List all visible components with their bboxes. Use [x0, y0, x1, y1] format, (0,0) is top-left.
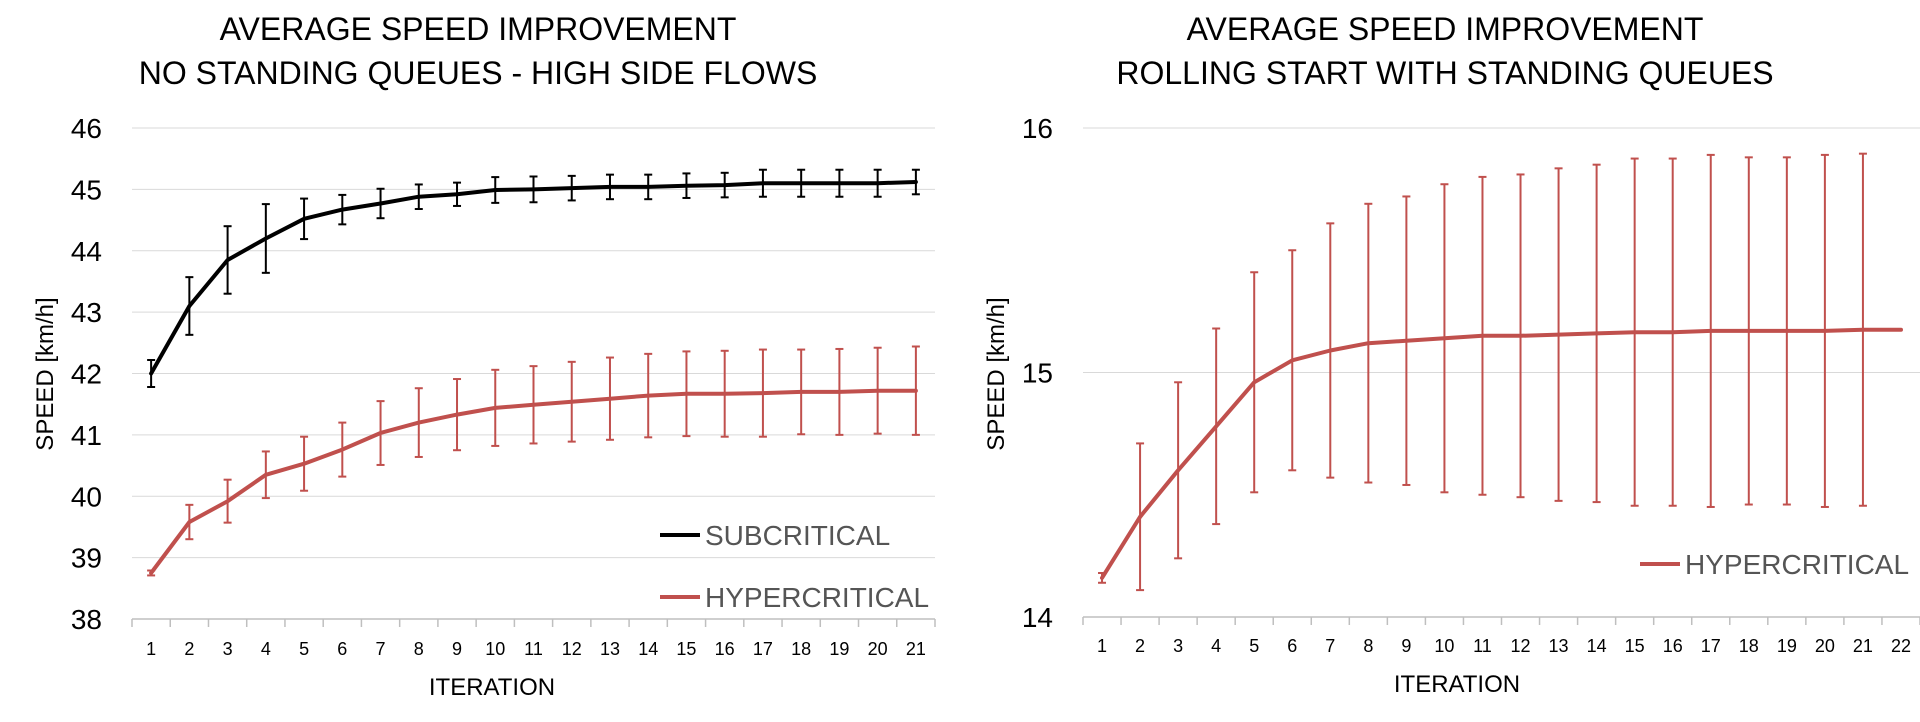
y-tick-label: 16	[1022, 113, 1053, 144]
x-tick-label: 3	[223, 639, 233, 659]
x-tick-label: 14	[638, 639, 658, 659]
x-tick-label: 9	[452, 639, 462, 659]
series-hypercritical	[147, 345, 920, 577]
x-tick-label: 19	[1777, 636, 1797, 656]
x-tick-label: 14	[1587, 636, 1607, 656]
x-tick-label: 4	[1211, 636, 1221, 656]
series-line	[149, 388, 918, 575]
x-tick-label: 15	[676, 639, 696, 659]
chart-title-line: AVERAGE SPEED IMPROVEMENT	[1187, 11, 1704, 47]
x-tick-label: 16	[715, 639, 735, 659]
series-line	[1100, 327, 1903, 580]
x-tick-label: 12	[562, 639, 582, 659]
x-tick-label: 12	[1511, 636, 1531, 656]
chart-title-line: NO STANDING QUEUES - HIGH SIDE FLOWS	[139, 55, 818, 91]
x-tick-label: 13	[1549, 636, 1569, 656]
y-tick-label: 14	[1022, 602, 1053, 633]
y-tick-label: 46	[71, 113, 102, 144]
chart-rolling-start: AVERAGE SPEED IMPROVEMENT ROLLING START W…	[983, 11, 1920, 698]
x-tick-label: 11	[524, 639, 543, 659]
x-tick-label: 2	[1135, 636, 1145, 656]
series-line	[149, 180, 918, 376]
chart-title-line: ROLLING START WITH STANDING QUEUES	[1116, 55, 1773, 91]
x-tick-label: 8	[414, 639, 424, 659]
legend-label: HYPERCRITICAL	[1685, 549, 1909, 580]
x-tick-label: 13	[600, 639, 620, 659]
chart-title-line: AVERAGE SPEED IMPROVEMENT	[220, 11, 737, 47]
x-tick-label: 2	[184, 639, 194, 659]
x-tick-label: 19	[829, 639, 849, 659]
legend-label: HYPERCRITICAL	[705, 582, 929, 613]
x-tick-label: 21	[906, 639, 926, 659]
y-tick-label: 42	[71, 359, 102, 390]
x-tick-label: 1	[1097, 636, 1107, 656]
x-tick-label: 9	[1401, 636, 1411, 656]
x-tick-label: 15	[1625, 636, 1645, 656]
x-tick-label: 1	[146, 639, 156, 659]
x-axis-label: ITERATION	[429, 674, 555, 701]
x-axis-label: ITERATION	[1394, 671, 1520, 698]
legend-label: SUBCRITICAL	[705, 520, 890, 551]
x-tick-label: 16	[1663, 636, 1683, 656]
x-tick-label: 18	[1739, 636, 1759, 656]
x-tick-label: 6	[1287, 636, 1297, 656]
y-axis-label: SPEED [km/h]	[983, 297, 1010, 450]
y-axis-label: SPEED [km/h]	[32, 297, 59, 450]
y-tick-label: 15	[1022, 358, 1053, 389]
y-tick-label: 43	[71, 297, 102, 328]
x-tick-label: 4	[261, 639, 271, 659]
x-tick-label: 10	[485, 639, 505, 659]
x-tick-label: 17	[753, 639, 773, 659]
x-tick-label: 20	[1815, 636, 1835, 656]
y-tick-label: 38	[71, 604, 102, 635]
y-tick-label: 40	[71, 481, 102, 512]
x-tick-label: 8	[1363, 636, 1373, 656]
chart-no-standing-queues: AVERAGE SPEED IMPROVEMENT NO STANDING QUE…	[32, 11, 936, 701]
x-tick-label: 7	[1325, 636, 1335, 656]
y-tick-label: 41	[71, 420, 102, 451]
series-subcritical	[147, 168, 920, 389]
x-tick-label: 7	[376, 639, 386, 659]
x-tick-label: 17	[1701, 636, 1721, 656]
y-tick-label: 39	[71, 543, 102, 574]
x-tick-label: 6	[337, 639, 347, 659]
x-tick-label: 10	[1434, 636, 1454, 656]
x-tick-label: 18	[791, 639, 811, 659]
x-tick-label: 21	[1853, 636, 1873, 656]
series-hypercritical	[1098, 152, 1903, 592]
y-tick-label: 45	[71, 174, 102, 205]
x-tick-label: 5	[299, 639, 309, 659]
y-tick-label: 44	[71, 236, 102, 267]
x-tick-label: 20	[868, 639, 888, 659]
x-tick-label: 11	[1473, 636, 1492, 656]
x-tick-label: 22	[1891, 636, 1911, 656]
x-tick-label: 3	[1173, 636, 1183, 656]
x-tick-label: 5	[1249, 636, 1259, 656]
